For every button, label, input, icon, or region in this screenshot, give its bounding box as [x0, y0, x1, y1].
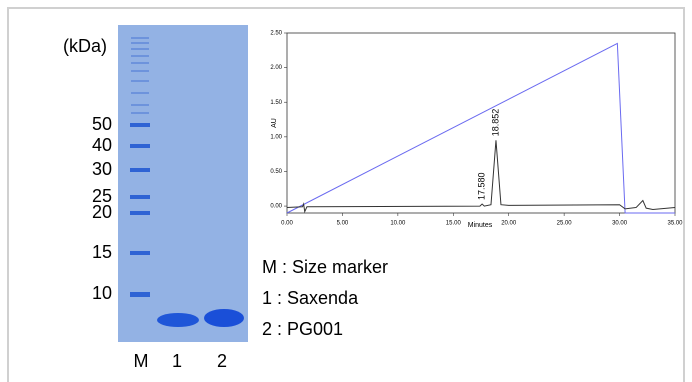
y-axis-label: AU: [271, 118, 278, 128]
marker-band: [130, 292, 150, 297]
y-tick-label: 1.00: [270, 134, 282, 140]
marker-size: 50: [92, 114, 112, 134]
marker-band: [130, 211, 150, 215]
ladder-band: [131, 62, 149, 64]
lane-label: 1: [172, 351, 182, 371]
marker-band: [130, 123, 150, 127]
x-tick-label: 10.00: [390, 221, 406, 227]
x-tick-label: 0.00: [281, 221, 293, 227]
ladder-band: [131, 37, 149, 39]
y-tick-label: 0.00: [270, 204, 282, 210]
marker-size: 40: [92, 135, 112, 155]
marker-size: 10: [92, 283, 112, 303]
gel-unit: (kDa): [63, 36, 107, 56]
ladder-band: [131, 48, 149, 50]
marker-band: [130, 144, 150, 148]
x-tick-label: 20.00: [501, 221, 517, 227]
ladder-band: [131, 112, 149, 114]
lane-label: M: [134, 351, 149, 371]
peak-label: 18.852: [490, 109, 500, 137]
ladder-band: [131, 92, 149, 94]
x-tick-label: 5.00: [337, 221, 349, 227]
ladder-band: [131, 70, 149, 72]
marker-size: 30: [92, 159, 112, 179]
marker-band: [130, 168, 150, 172]
y-tick-label: 2.00: [270, 65, 282, 71]
legend-entry: 1 : Saxenda: [262, 288, 359, 308]
ladder-band: [131, 42, 149, 44]
legend-entry: 2 : PG001: [262, 319, 343, 339]
y-tick-label: 1.50: [270, 100, 282, 106]
marker-size: 20: [92, 202, 112, 222]
peak-label: 17.580: [476, 172, 486, 200]
marker-band: [130, 195, 150, 199]
ladder-band: [131, 80, 149, 82]
x-tick-label: 30.00: [612, 221, 628, 227]
x-axis-label: Minutes: [468, 222, 493, 229]
y-tick-label: 2.50: [270, 31, 282, 37]
figure-canvas: (kDa) Minutes AU M : Size marker 1 : Sax…: [0, 0, 692, 382]
legend-entry: M : Size marker: [262, 257, 388, 277]
band-lane-2: [204, 309, 244, 327]
marker-size: 15: [92, 242, 112, 262]
ladder-band: [131, 104, 149, 106]
x-tick-label: 15.00: [446, 221, 462, 227]
lane-label: 2: [217, 351, 227, 371]
figure: (kDa) Minutes AU M : Size marker 1 : Sax…: [0, 0, 692, 382]
y-tick-label: 0.50: [270, 169, 282, 175]
ladder-band: [131, 55, 149, 57]
x-tick-label: 25.00: [557, 221, 573, 227]
marker-band: [130, 251, 150, 255]
x-tick-label: 35.00: [667, 221, 683, 227]
band-lane-1: [157, 313, 199, 327]
